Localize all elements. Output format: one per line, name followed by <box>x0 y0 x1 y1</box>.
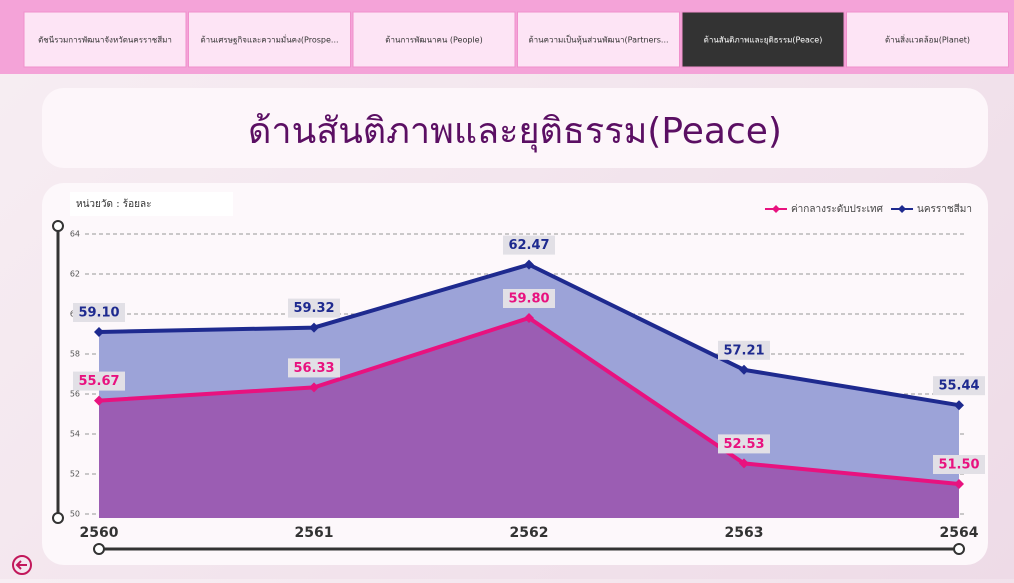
y-tick-label: 62 <box>70 270 80 279</box>
y-tick-label: 56 <box>70 390 80 399</box>
data-label-bg <box>718 340 770 360</box>
marker <box>524 313 534 323</box>
data-label-bg <box>73 371 125 391</box>
v-slider-handle[interactable] <box>52 512 64 524</box>
y-tick-label: 54 <box>70 430 80 439</box>
page-title: ด้านสันติภาพและยุติธรรม(Peace) <box>248 111 782 153</box>
legend-label: นครราชสีมา <box>917 203 972 215</box>
tab-label[interactable]: ดัชนีรวมการพัฒนาจังหวัดนครราชสีมา <box>38 36 172 45</box>
v-slider-handle[interactable] <box>52 220 64 232</box>
unit-box <box>70 192 233 216</box>
legend-label: ค่ากลางระดับประเทศ <box>791 204 884 215</box>
marker <box>309 322 319 333</box>
data-label: 62.47 <box>508 238 549 253</box>
data-label: 59.80 <box>508 292 549 307</box>
tab[interactable] <box>352 11 516 68</box>
back-button[interactable] <box>12 555 32 575</box>
x-tick-label: 2560 <box>80 525 119 541</box>
data-label-bg <box>503 235 555 255</box>
data-label-bg <box>933 376 985 396</box>
y-tick-label: 52 <box>70 470 80 479</box>
data-label: 55.44 <box>938 379 979 394</box>
x-tick-label: 2562 <box>510 525 549 541</box>
data-label: 59.32 <box>293 301 334 316</box>
marker <box>309 382 319 393</box>
title-card <box>42 88 988 168</box>
legend-marker <box>898 205 907 213</box>
tab-label[interactable]: ด้านสิ่งแวดล้อม(Planet) <box>885 34 970 45</box>
h-slider-handle[interactable] <box>953 543 965 555</box>
data-label: 55.67 <box>78 374 119 389</box>
data-label-bg <box>718 434 770 454</box>
tab[interactable] <box>681 11 845 68</box>
tab[interactable] <box>517 11 680 68</box>
data-label-bg <box>73 303 125 322</box>
data-label: 51.50 <box>938 458 979 473</box>
x-tick-label: 2563 <box>725 525 764 541</box>
marker <box>739 458 749 469</box>
marker <box>524 259 534 270</box>
data-label: 56.33 <box>293 361 334 376</box>
tab[interactable] <box>188 11 351 68</box>
marker <box>94 327 104 337</box>
y-tick-label: 58 <box>70 350 80 359</box>
x-tick-label: 2561 <box>295 525 334 541</box>
marker <box>954 400 964 411</box>
tab-label[interactable]: ด้านการพัฒนาคน (People) <box>385 36 482 45</box>
back-arrow <box>15 560 27 570</box>
data-label-bg <box>933 455 985 474</box>
data-label-bg <box>288 298 340 318</box>
marker <box>739 364 749 375</box>
y-tick-label: 50 <box>70 510 80 519</box>
tab-label[interactable]: ด้านสันติภาพและยุติธรรม(Peace) <box>704 36 823 45</box>
tab-label[interactable]: ด้านความเป็นหุ้นส่วนพัฒนา(Partners... <box>528 35 668 45</box>
unit-label: หน่วยวัด : ร้อยละ <box>76 198 151 210</box>
tabs: ดัชนีรวมการพัฒนาจังหวัดนครราชสีมา ด้านเศร… <box>23 11 1009 68</box>
marker <box>94 395 104 406</box>
data-label-bg <box>288 358 340 378</box>
tab-label[interactable]: ด้านเศรษฐกิจและความมั่นคง(Prospe... <box>200 34 338 45</box>
marker <box>954 479 964 489</box>
plot: 50525456586062642560256125622563256459.1… <box>70 203 985 541</box>
tab[interactable] <box>23 11 187 68</box>
h-slider-handle[interactable] <box>93 543 105 555</box>
data-label: 52.53 <box>723 437 764 452</box>
data-label: 57.21 <box>723 343 764 358</box>
data-label: 59.10 <box>78 306 119 321</box>
tab[interactable] <box>846 11 1009 68</box>
legend-marker <box>771 205 780 213</box>
data-label-bg <box>503 289 555 308</box>
y-tick-label: 64 <box>70 230 80 239</box>
x-tick-label: 2564 <box>940 525 979 541</box>
